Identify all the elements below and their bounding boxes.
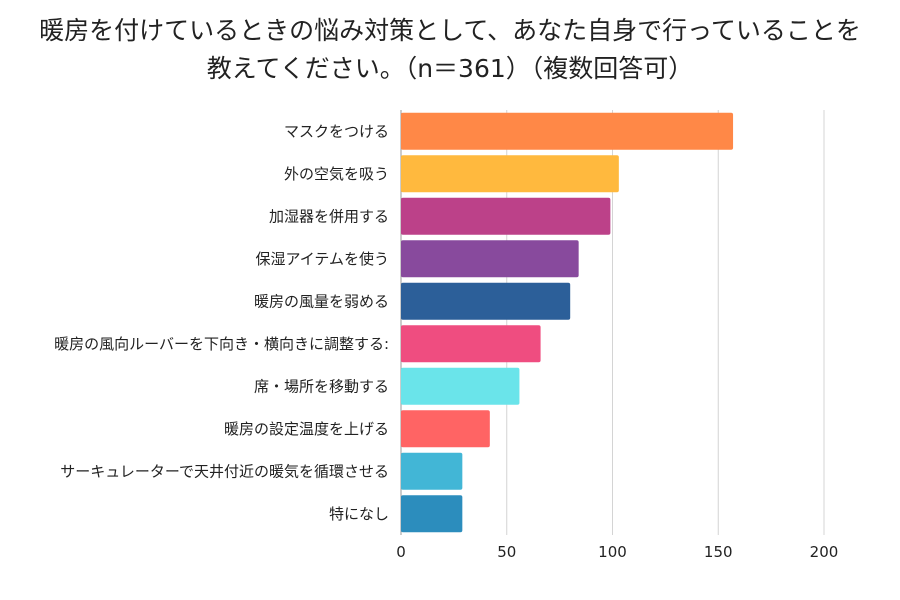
bar-5 (401, 282, 571, 320)
x-tick-label-50: 50 (497, 543, 516, 561)
bar-7 (401, 367, 520, 405)
category-label-8: 暖房の設定温度を上げる (224, 420, 389, 438)
bar-8 (401, 410, 490, 448)
x-tick-label-0: 0 (396, 543, 406, 561)
chart-title-line-2: 教えてください。（n＝361）（複数回答可） (206, 54, 694, 83)
category-label-1: マスクをつける (284, 122, 389, 140)
category-label-9: サーキュレーターで天井付近の暖気を循環させる (60, 462, 389, 480)
category-labels: マスクをつける外の空気を吸う加湿器を併用する保湿アイテムを使う暖房の風量を弱める… (54, 122, 389, 523)
x-tick-label-200: 200 (810, 543, 839, 561)
chart-title-line-1: 暖房を付けているときの悩み対策として、あなた自身で行っていることを (39, 16, 861, 45)
x-axis-ticks: 0 50 100 150 200 (396, 543, 838, 561)
bar-6 (401, 325, 541, 363)
category-label-4: 保湿アイテムを使う (255, 250, 389, 268)
category-label-10: 特になし (329, 505, 389, 523)
chart-title: 暖房を付けているときの悩み対策として、あなた自身で行っていることを 教えてくださ… (0, 12, 900, 88)
x-tick-label-150: 150 (704, 543, 733, 561)
bars (401, 112, 734, 533)
bar-10 (401, 495, 463, 533)
bar-4 (401, 240, 579, 278)
bar-1 (401, 112, 734, 150)
bar-9 (401, 452, 463, 490)
bar-2 (401, 155, 619, 193)
category-label-7: 席・場所を移動する (254, 377, 389, 395)
category-label-5: 暖房の風量を弱める (254, 292, 389, 310)
category-label-3: 加湿器を併用する (269, 207, 389, 225)
bar-3 (401, 197, 611, 235)
category-label-6: 暖房の風向ルーバーを下向き・横向きに調整する: (54, 335, 389, 353)
x-tick-label-100: 100 (598, 543, 627, 561)
category-label-2: 外の空気を吸う (284, 165, 389, 183)
